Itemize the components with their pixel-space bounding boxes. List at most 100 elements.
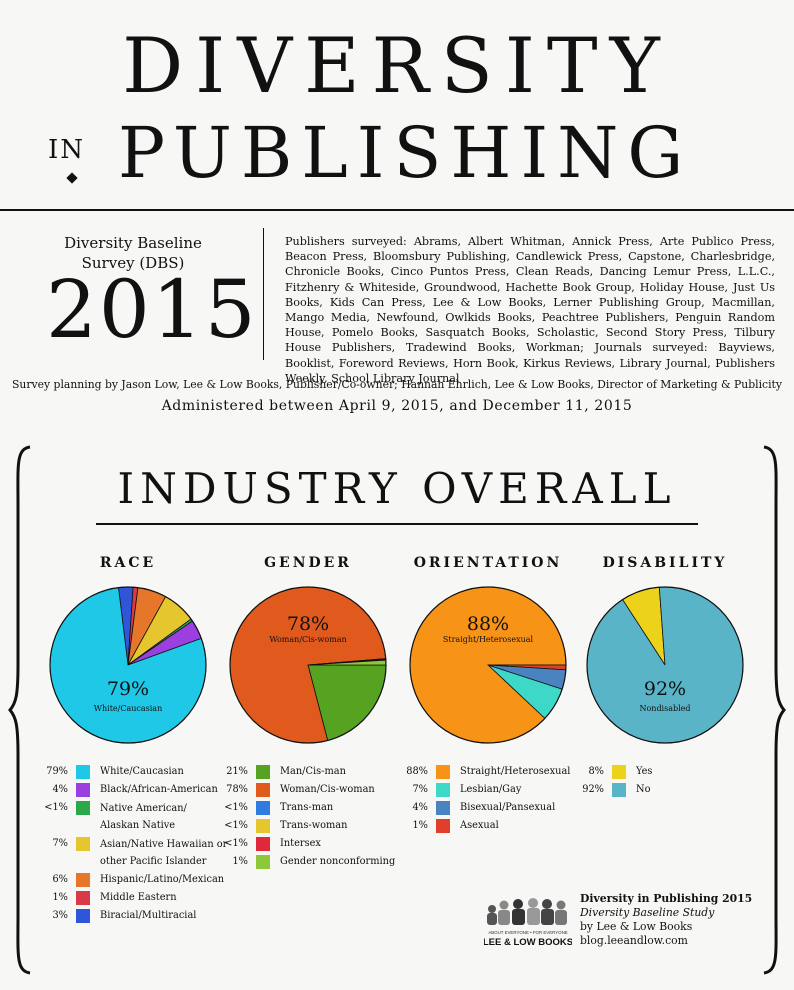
legend-label: White/Caucasian xyxy=(100,766,184,777)
legend-label: Hispanic/Latino/Mexican xyxy=(100,874,225,885)
legend-swatch xyxy=(256,819,270,833)
title-in: IN xyxy=(48,135,86,165)
legend-label: Yes xyxy=(636,766,653,777)
pie-outline xyxy=(229,586,387,744)
header-divider xyxy=(0,209,794,211)
legend-swatch xyxy=(256,837,270,851)
orientation-pie-chart: 88%Straight/Heterosexual xyxy=(409,586,567,744)
pie-center-value: 78% xyxy=(287,613,329,635)
legend-swatch xyxy=(76,765,90,779)
publishers-list: Publishers surveyed: Abrams, Albert Whit… xyxy=(285,235,775,385)
disability-pie-chart: 92% Nondisabled xyxy=(586,586,744,744)
legend-swatch xyxy=(436,765,450,779)
legend-swatch xyxy=(256,765,270,779)
legend-swatch xyxy=(76,783,90,797)
gender-heading: GENDER xyxy=(264,555,352,571)
legend-label: No xyxy=(636,784,651,795)
right-brace xyxy=(763,445,786,975)
legend-label: Trans-man xyxy=(280,802,334,813)
survey-planning-credit: Survey planning by Jason Low, Lee & Low … xyxy=(12,378,782,391)
footer-subtitle: Diversity Baseline Study xyxy=(580,906,715,919)
legend-percent: 7% xyxy=(412,784,428,795)
legend-swatch xyxy=(76,909,90,923)
legend-percent: 7% xyxy=(52,838,68,849)
logo-name: LEE & LOW BOOKS xyxy=(484,937,572,948)
pie-outline xyxy=(409,586,567,744)
legend-label: Asexual xyxy=(460,820,499,831)
legend-percent: 8% xyxy=(588,766,604,777)
pie-center-label: White/Caucasian xyxy=(94,704,162,713)
pie-outline xyxy=(49,586,207,744)
pie-center-value: 92% xyxy=(644,678,686,700)
legend-label: Lesbian/Gay xyxy=(460,784,522,795)
pie-center-label: Nondisabled xyxy=(639,704,690,713)
legend-label: Middle Eastern xyxy=(100,892,177,903)
survey-year: 2015 xyxy=(46,263,258,356)
pie-center-label: Straight/Heterosexual xyxy=(443,635,534,644)
legend-percent: <1% xyxy=(224,820,248,831)
pie-center-value: 79% xyxy=(107,678,149,700)
legend-percent: 1% xyxy=(412,820,428,831)
legend-label: Gender nonconforming xyxy=(280,856,396,867)
survey-name: Diversity Baseline Survey (DBS) xyxy=(64,234,202,272)
legend-percent: 92% xyxy=(582,784,604,795)
legend-swatch xyxy=(436,801,450,815)
legend-percent: 6% xyxy=(52,874,68,885)
footer-title: Diversity in Publishing 2015 xyxy=(580,892,753,905)
legend-swatch xyxy=(612,765,626,779)
orientation-heading: ORIENTATION xyxy=(413,555,563,571)
legend-swatch xyxy=(76,891,90,905)
legend-percent: 78% xyxy=(226,784,248,795)
disability-heading: DISABILITY xyxy=(602,555,728,571)
legend-swatch xyxy=(256,855,270,869)
legend-percent: 88% xyxy=(406,766,428,777)
legend-label: Bisexual/Pansexual xyxy=(460,802,556,813)
lee-and-low-logo: ABOUT EVERYONE • FOR EVERYONE LEE & LOW … xyxy=(484,898,572,948)
gender-pie-chart: 78%Woman/Cis-woman xyxy=(229,586,387,744)
pie-slice-no xyxy=(586,586,744,744)
legend-label: Straight/Heterosexual xyxy=(460,766,571,777)
footer-url[interactable]: blog.leeandlow.com xyxy=(580,934,688,947)
section-divider xyxy=(96,523,698,525)
race-pie-chart: 79% White/Caucasian xyxy=(49,586,207,744)
vertical-divider xyxy=(263,228,264,360)
legend-swatch xyxy=(256,783,270,797)
race-heading: RACE xyxy=(99,555,157,571)
pie-center-value: 88% xyxy=(467,613,509,635)
legend-label: Black/African-American xyxy=(100,784,218,795)
legend-swatch xyxy=(436,819,450,833)
legend-swatch xyxy=(76,837,90,851)
administered-dates: Administered between April 9, 2015, and … xyxy=(161,398,633,414)
legend-label: Intersex xyxy=(280,838,321,849)
legend-swatch xyxy=(256,801,270,815)
legend-percent: 1% xyxy=(52,892,68,903)
logo-tagline: ABOUT EVERYONE • FOR EVERYONE xyxy=(488,930,567,935)
title-diamond-ornament xyxy=(66,172,78,184)
legend-percent: <1% xyxy=(44,802,68,813)
legend-percent: 79% xyxy=(46,766,68,777)
legend-percent: <1% xyxy=(224,802,248,813)
section-title: INDUSTRY OVERALL xyxy=(117,464,677,513)
legend-percent: 4% xyxy=(52,784,68,795)
pie-outline xyxy=(586,586,744,744)
pie-center-label: Woman/Cis-woman xyxy=(269,635,346,644)
legend-swatch xyxy=(436,783,450,797)
left-brace xyxy=(8,445,31,975)
legend-percent: 4% xyxy=(412,802,428,813)
legend-label: Native American/Alaskan Native xyxy=(100,803,187,831)
legend-swatch xyxy=(612,783,626,797)
legend-label: Asian/Native Hawaiian or other Pacific Is… xyxy=(100,839,228,867)
title-publishing: PUBLISHING xyxy=(118,112,693,194)
legend-swatch xyxy=(76,873,90,887)
legend-percent: 1% xyxy=(232,856,248,867)
legend-percent: 21% xyxy=(226,766,248,777)
legend-percent: 3% xyxy=(52,910,68,921)
legend-label: Man/Cis-man xyxy=(280,766,346,777)
legend-percent: <1% xyxy=(224,838,248,849)
footer-credit: Diversity in Publishing 2015 Diversity B… xyxy=(580,892,752,948)
legend-swatch xyxy=(76,801,90,815)
title-diversity: DIVERSITY xyxy=(122,21,672,110)
legend-label: Trans-woman xyxy=(280,820,348,831)
footer-by: by Lee & Low Books xyxy=(580,920,693,933)
legend-label: Woman/Cis-woman xyxy=(280,784,375,795)
